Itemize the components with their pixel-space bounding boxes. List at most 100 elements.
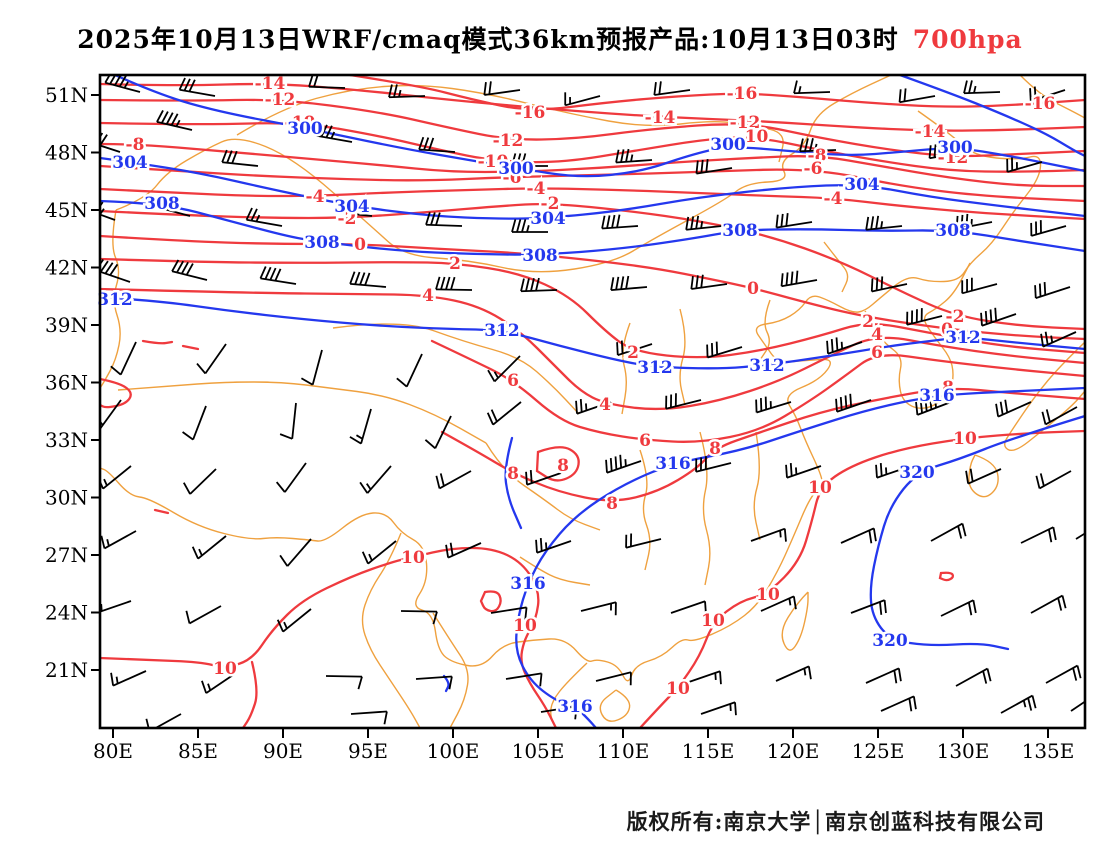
- wind-barb: [424, 415, 452, 450]
- wind-barb-shaft: [707, 346, 743, 359]
- wind-barb-feather: [1076, 665, 1082, 679]
- height-contour-line: [442, 674, 450, 693]
- wind-barb: [1040, 331, 1077, 348]
- height-contour-value: 300: [287, 119, 323, 139]
- wind-barb-feather: [488, 81, 492, 95]
- height-contour-value: 312: [97, 290, 133, 310]
- wind-barb-shaft: [750, 527, 786, 542]
- wind-barb-feather: [995, 403, 1000, 417]
- wind-barb-shaft: [876, 465, 912, 479]
- wind-barb: [980, 307, 1017, 327]
- wind-barb-feather: [616, 342, 619, 356]
- wind-barb-shaft: [997, 401, 1032, 418]
- wind-barb-feather: [606, 215, 611, 229]
- wind-barb-half-feather: [123, 81, 129, 89]
- wind-barb: [799, 138, 837, 153]
- wind-barb-shaft: [665, 399, 702, 410]
- lat-tick-label: 48N: [45, 141, 88, 165]
- wind-barb-feather: [704, 601, 707, 615]
- wind-barb-half-feather: [330, 131, 336, 139]
- wind-barb: [511, 219, 548, 233]
- wind-barb: [400, 610, 438, 625]
- wind-barb-feather: [171, 259, 180, 272]
- wind-barb-shaft: [316, 134, 353, 143]
- wind-barb-feather: [349, 271, 356, 285]
- wind-barb: [486, 401, 522, 426]
- wind-barb-half-feather: [526, 225, 530, 233]
- wind-barb-shaft: [119, 341, 137, 376]
- wind-barb-feather: [445, 544, 450, 558]
- wind-barb: [930, 522, 967, 542]
- temp-contour-value: 8: [942, 378, 954, 398]
- lat-axis: 51N 48N 45N 42N 39N 36N 33N 30N 27N 24N 21N: [45, 83, 100, 682]
- wind-barb-shaft: [171, 270, 208, 281]
- wind-barb-shaft: [104, 530, 137, 550]
- wind-barb: [880, 695, 917, 712]
- lon-tick-label: 115E: [682, 739, 735, 763]
- wind-barb: [520, 277, 558, 293]
- wind-barb: [775, 665, 812, 682]
- height-contour-line: [869, 414, 1085, 651]
- wind-barb-shaft: [654, 89, 691, 96]
- temp-contour-line: [100, 234, 1085, 341]
- wind-barb-feather: [799, 138, 804, 152]
- wind-barb-shaft: [961, 283, 998, 295]
- wind-barb: [898, 88, 936, 104]
- lat-tick-label: 30N: [45, 486, 88, 510]
- wind-barb-feather: [156, 110, 164, 123]
- wind-barb-shaft: [696, 167, 733, 175]
- wind-barb: [191, 535, 227, 560]
- wind-barb: [906, 308, 943, 326]
- geo-border-line: [100, 209, 121, 389]
- wind-barb-feather: [520, 278, 525, 292]
- wind-barb-shaft: [520, 289, 558, 293]
- wind-barb-feather: [880, 276, 884, 290]
- wind-barb-shaft: [963, 91, 1001, 95]
- temp-contour-value: -12: [938, 148, 969, 168]
- wind-barb: [870, 276, 908, 293]
- wind-barb: [110, 670, 147, 687]
- wind-barb-shaft: [1045, 406, 1078, 426]
- geo-border-line: [639, 449, 651, 571]
- wind-barb-feather: [1045, 409, 1051, 423]
- wind-barb: [695, 159, 733, 175]
- wind-barb-shaft: [1075, 532, 1085, 540]
- wind-barb: [178, 77, 216, 97]
- wind-barb-shaft: [154, 205, 191, 217]
- wind-barb-half-feather: [106, 539, 110, 547]
- wind-barb-feather: [1034, 285, 1037, 299]
- height-contour-value: 308: [304, 233, 340, 253]
- wind-barb-feather: [396, 377, 408, 388]
- geo-border-line: [100, 110, 1042, 682]
- wind-barb: [610, 275, 648, 292]
- wind-barb: [396, 353, 423, 388]
- height-contour-value: 300: [710, 135, 746, 155]
- wind-barb-shaft: [617, 343, 653, 356]
- pressure-level-label: 700hpa: [912, 25, 1023, 54]
- wind-barb-feather: [154, 194, 163, 208]
- wind-barb: [100, 530, 137, 550]
- wind-barb-shaft: [311, 349, 323, 386]
- wind-barb: [1020, 526, 1057, 544]
- temp-contour-value: 8: [606, 494, 618, 514]
- wind-barb: [279, 402, 297, 440]
- height-contour-value: 316: [510, 574, 546, 594]
- page-title: 2025年10月13日WRF/cmaq模式36km预报产品:10月13日03时 7…: [0, 20, 1100, 56]
- wind-barb-shaft: [284, 462, 307, 493]
- wind-barb-feather: [340, 200, 347, 214]
- temp-contour-value: -4: [527, 179, 546, 199]
- wind-barb-feather: [795, 270, 799, 284]
- wind-barb-shaft: [606, 460, 642, 474]
- temp-contour-value: 0: [747, 279, 759, 299]
- wind-barb-shaft: [1035, 286, 1071, 299]
- height-contour-value: 316: [557, 697, 593, 717]
- wind-barb: [595, 671, 632, 686]
- wind-barb-feather: [276, 619, 284, 633]
- wind-barb-feather: [835, 337, 839, 351]
- wind-barb-feather: [734, 702, 737, 716]
- wind-barb: [963, 80, 1001, 95]
- wind-barb: [615, 148, 653, 164]
- wind-barb-feather: [100, 258, 104, 266]
- wind-barb-shaft: [540, 705, 577, 713]
- wind-barb: [706, 341, 743, 359]
